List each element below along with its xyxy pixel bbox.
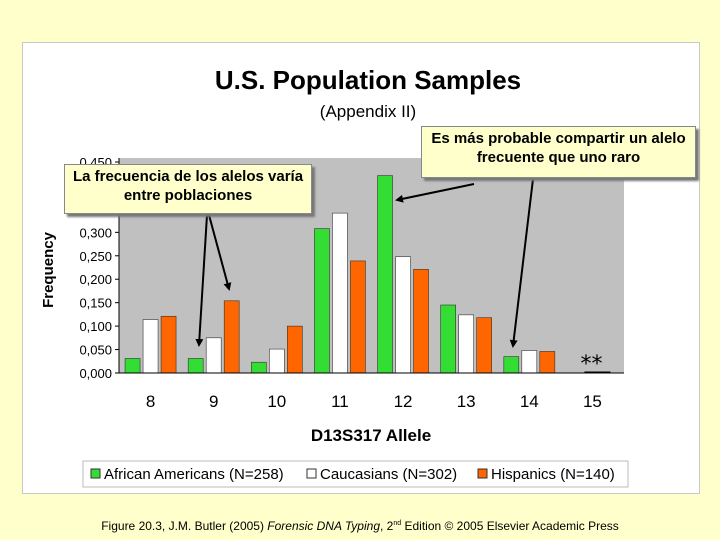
citation-suffix: Edition © 2005 Elsevier Academic Press	[401, 519, 619, 533]
legend-box	[82, 460, 629, 488]
annotation-left: La frecuencia de los alelos varía entre …	[64, 164, 312, 214]
y-tick-label: 0,000	[79, 366, 112, 381]
y-tick-label: 0,250	[79, 249, 112, 264]
citation-edition-suffix: nd	[393, 520, 402, 527]
chart-panel: U.S. Population Samples (Appendix II) 0,…	[22, 42, 700, 494]
legend-swatch	[306, 468, 317, 479]
x-tick-label: 13	[457, 392, 476, 411]
bar-caucasians-13	[458, 314, 474, 374]
annotation-arrow	[509, 178, 534, 348]
x-tick-label: 9	[209, 392, 218, 411]
y-tick-label: 0,200	[79, 272, 112, 287]
legend-entry: Hispanics (N=140)	[491, 466, 615, 483]
legend-entry: African Americans (N=258)	[104, 466, 284, 483]
x-tick-label: 11	[331, 392, 349, 411]
bar-caucasians-14	[521, 350, 538, 374]
bar-hispanics-8	[160, 315, 177, 374]
bar-hispanics-10	[287, 325, 303, 374]
citation-prefix: Figure 20.3, J.M. Butler (2005)	[101, 519, 268, 533]
bar-african-americans-11	[314, 228, 330, 374]
bar-african-americans-10	[251, 361, 267, 374]
citation-edition: , 2	[380, 519, 394, 533]
y-tick-label: 0,050	[79, 343, 112, 358]
bar-african-americans-12	[377, 175, 393, 374]
chart-subtitle: (Appendix II)	[320, 102, 416, 121]
bar-caucasians-9	[205, 337, 222, 374]
bar-chart: U.S. Population Samples (Appendix II) 0,…	[40, 65, 629, 488]
x-tick-label: 12	[394, 392, 413, 411]
star-annotation: **	[580, 352, 602, 377]
annotation-right: Es más probable compartir un alelo frecu…	[421, 126, 696, 178]
citation-book-title: Forensic DNA Typing	[267, 519, 380, 533]
bar-caucasians-8	[142, 319, 159, 374]
x-tick-label: 10	[267, 392, 286, 411]
x-tick-label: 14	[520, 392, 539, 411]
bar-hispanics-12	[413, 269, 429, 374]
bar-caucasians-11	[332, 212, 348, 374]
bar-hispanics-9	[223, 300, 240, 374]
bar-hispanics-14	[539, 351, 556, 374]
legend-swatch	[90, 468, 101, 479]
bar-african-americans-13	[440, 304, 456, 374]
x-tick-label: 15	[583, 392, 602, 411]
x-tick-label: 8	[146, 392, 155, 411]
bar-african-americans-14	[503, 356, 520, 374]
legend-swatch	[477, 468, 488, 479]
figure-citation: Figure 20.3, J.M. Butler (2005) Forensic…	[0, 519, 720, 533]
y-tick-label: 0,100	[79, 319, 112, 334]
annotation-arrows	[195, 178, 534, 348]
legend: African Americans (N=258) Caucasians (N=3…	[82, 460, 629, 488]
annotation-arrow	[195, 214, 208, 347]
y-axis-label: Frequency	[40, 231, 57, 308]
y-tick-label: 0,300	[79, 225, 112, 240]
bar-hispanics-13	[476, 317, 492, 374]
bar-caucasians-12	[395, 256, 411, 374]
bar-caucasians-10	[269, 348, 285, 374]
x-axis-label: D13S317 Allele	[311, 426, 431, 445]
legend-entry: Caucasians (N=302)	[320, 466, 457, 483]
y-tick-label: 0,150	[79, 296, 112, 311]
chart-title: U.S. Population Samples	[215, 65, 521, 95]
bar-african-americans-9	[187, 358, 204, 374]
bar-african-americans-8	[124, 358, 141, 374]
annotation-arrow	[395, 183, 475, 203]
bar-hispanics-11	[350, 260, 366, 374]
annotation-arrow	[208, 214, 232, 291]
